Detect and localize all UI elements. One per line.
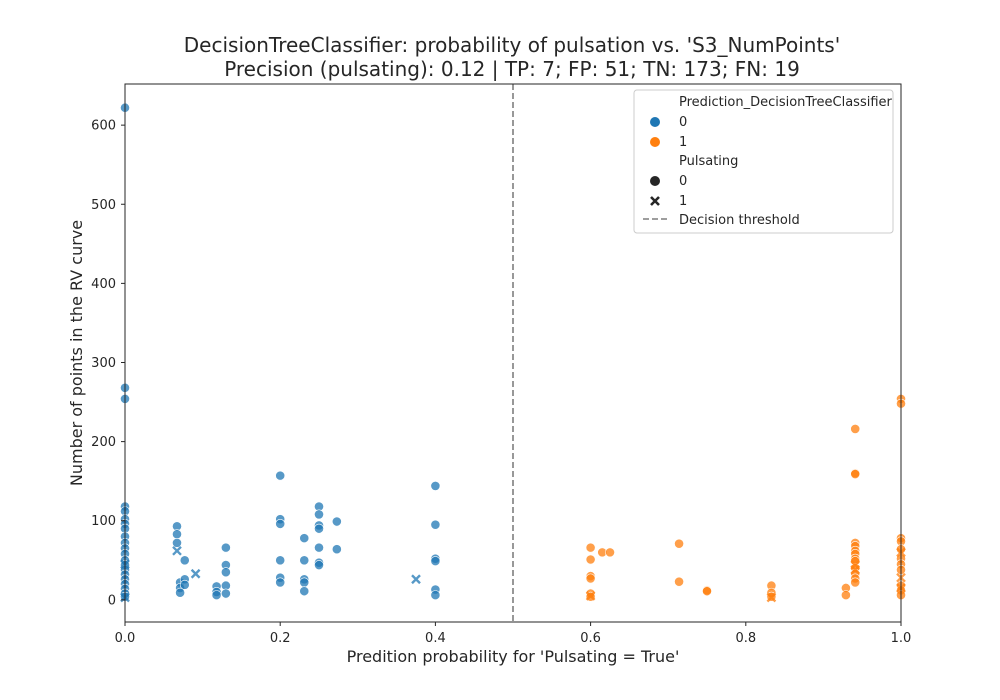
data-point-pred0-puls0 — [172, 537, 182, 548]
data-point-pred0-puls0 — [314, 542, 324, 553]
data-point-pred1-puls0 — [850, 577, 861, 588]
data-point-pred1-puls0 — [585, 573, 596, 584]
data-point-pred0-puls0 — [211, 590, 222, 600]
legend-label-pulsating1: 1 — [679, 194, 687, 209]
data-point-pred0-puls0 — [430, 519, 441, 530]
data-point-pred0-puls1 — [172, 545, 182, 556]
data-point-pred0-puls0 — [430, 556, 441, 566]
y-tick-label: 400 — [91, 277, 116, 292]
plot-area-frame — [124, 83, 902, 623]
y-tick-label: 600 — [91, 119, 116, 134]
y-tick-label: 200 — [91, 435, 116, 450]
data-point-pred0-puls0 — [179, 579, 190, 590]
x-tick-label: 0.0 — [115, 631, 136, 646]
legend-marker-circle — [650, 176, 660, 186]
data-point-pred0-puls0 — [275, 555, 286, 566]
data-point-pred0-puls0 — [314, 509, 324, 520]
data-point-pred0-puls0 — [314, 560, 324, 570]
legend-marker-x — [650, 196, 660, 206]
data-point-pred0-puls0 — [175, 587, 185, 598]
data-point-pred0-puls1 — [411, 574, 421, 585]
x-axis-ticks: 0.0 0.2 0.4 0.6 0.8 1.0 — [115, 622, 912, 646]
legend-style-title: Pulsating — [679, 154, 738, 169]
y-axis-label: Number of points in the RV curve — [67, 220, 86, 486]
data-point-pred0-puls0 — [430, 481, 441, 491]
x-tick-label: 0.8 — [735, 631, 756, 646]
data-point-pred0-puls0 — [314, 523, 324, 534]
legend-label-pred1: 1 — [679, 135, 687, 150]
data-point-pred1-puls0 — [702, 586, 712, 597]
data-point-pred1-puls0 — [674, 576, 684, 587]
data-point-pred0-puls1 — [190, 568, 201, 579]
data-point-pred0-puls0 — [299, 555, 310, 566]
data-point-pred1-puls0 — [850, 424, 861, 434]
data-point-pred0-puls0 — [275, 470, 286, 481]
data-point-pred1-puls1 — [585, 591, 596, 601]
data-point-pred1-puls0 — [850, 469, 861, 479]
data-point-pred0-puls0 — [179, 555, 190, 566]
data-point-pred1-puls0 — [674, 538, 684, 549]
legend-label-threshold: Decision threshold — [679, 213, 800, 228]
x-tick-label: 0.4 — [425, 631, 446, 646]
y-tick-label: 100 — [91, 514, 116, 529]
data-point-pred1-puls0 — [841, 590, 851, 600]
legend-label-pred0: 0 — [679, 115, 687, 130]
x-axis-label: Predition probability for 'Pulsating = T… — [347, 647, 680, 666]
legend-label-pulsating0: 0 — [679, 174, 687, 189]
y-tick-label: 300 — [91, 356, 116, 371]
legend-marker-pred1 — [650, 137, 660, 147]
data-point-pred1-puls0 — [585, 542, 596, 553]
y-tick-label: 0 — [108, 593, 116, 608]
data-point-pred0-puls0 — [430, 590, 441, 600]
data-point-pred1-puls1 — [766, 592, 777, 603]
chart-title: DecisionTreeClassifier: probability of p… — [184, 33, 840, 57]
chart-subtitle: Precision (pulsating): 0.12 | TP: 7; FP:… — [224, 57, 800, 81]
x-tick-label: 0.6 — [580, 631, 601, 646]
legend-hue-title: Prediction_DecisionTreeClassifier — [679, 95, 893, 110]
legend: Prediction_DecisionTreeClassifier 0 1 Pu… — [633, 89, 894, 234]
data-point-pred0-puls0 — [299, 586, 310, 597]
legend-marker-pred0 — [650, 117, 660, 127]
data-point-pred0-puls0 — [275, 518, 286, 529]
data-point-pred0-puls0 — [220, 542, 231, 553]
data-point-pred0-puls0 — [331, 544, 342, 555]
y-tick-label: 500 — [91, 198, 116, 213]
x-tick-label: 0.2 — [270, 631, 291, 646]
x-tick-label: 1.0 — [891, 631, 912, 646]
y-axis-ticks: 0 100 200 300 400 500 600 — [91, 119, 125, 608]
data-point-pred1-puls0 — [605, 547, 615, 558]
data-point-pred0-puls0 — [299, 577, 310, 588]
data-point-pred0-puls0 — [275, 577, 286, 588]
legend-box — [633, 89, 894, 234]
data-point-pred0-puls0 — [220, 588, 231, 599]
data-point-pred0-puls0 — [331, 516, 342, 527]
data-point-pred1-puls0 — [585, 554, 596, 565]
points-layer — [120, 102, 906, 603]
data-point-pred0-puls0 — [220, 567, 231, 578]
data-point-pred0-puls0 — [299, 533, 310, 544]
data-point-pred0-puls0 — [172, 529, 182, 540]
data-point-pred1-puls1 — [850, 564, 861, 575]
